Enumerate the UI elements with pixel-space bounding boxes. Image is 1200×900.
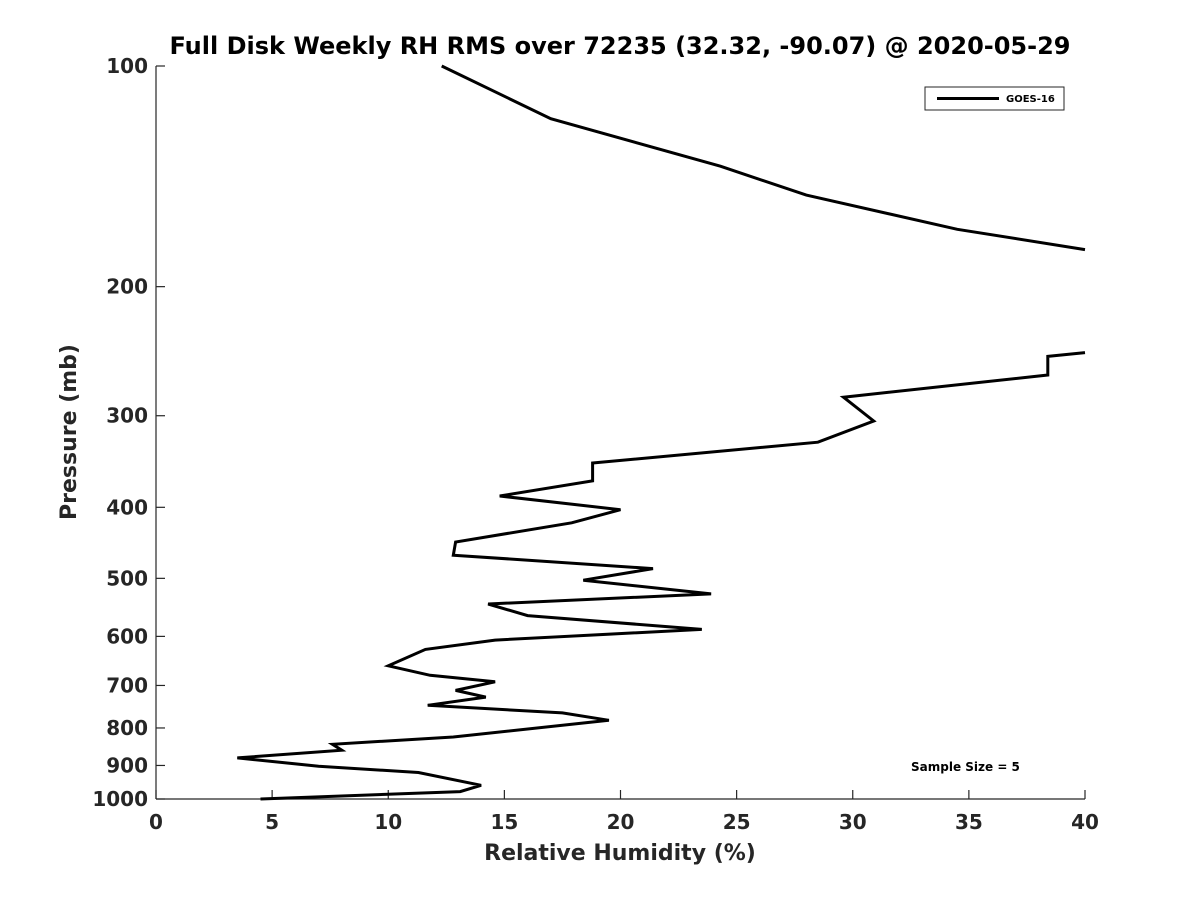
- y-tick-label: 700: [106, 673, 148, 697]
- y-tick-label: 1000: [92, 787, 148, 811]
- axes: [155, 66, 1085, 800]
- y-tick-label: 800: [106, 716, 148, 740]
- y-tick-label: 400: [106, 495, 148, 519]
- x-tick-label: 30: [839, 810, 867, 834]
- series-layer: [237, 64, 1086, 801]
- y-tick-label: 100: [106, 54, 148, 78]
- series-line-goes-16-segment-2: [237, 351, 1086, 801]
- x-tick-label: 0: [149, 810, 163, 834]
- x-tick-label: 25: [723, 810, 751, 834]
- x-tick-label: 10: [374, 810, 402, 834]
- y-tick-label: 900: [106, 753, 148, 777]
- x-tick-label: 20: [607, 810, 635, 834]
- legend[interactable]: GOES-16: [924, 86, 1065, 111]
- y-ticks: 100 200 300 400 500 600 700 800 900 1000: [92, 54, 165, 811]
- x-tick-label: 15: [490, 810, 518, 834]
- y-tick-label: 200: [106, 275, 148, 299]
- x-tick-label: 35: [955, 810, 983, 834]
- y-tick-label: 600: [106, 624, 148, 648]
- x-tick-label: 40: [1071, 810, 1099, 834]
- x-ticks: 0 5 10 15 20 25 30 35 40: [149, 790, 1099, 834]
- series-line-goes-16-segment-1: [441, 64, 1086, 252]
- y-tick-label: 300: [106, 404, 148, 428]
- x-axis-label: Relative Humidity (%): [484, 841, 756, 866]
- sample-size-annotation: Sample Size = 5: [911, 760, 1020, 774]
- y-axis-label: Pressure (mb): [57, 344, 82, 520]
- y-tick-label: 500: [106, 566, 148, 590]
- x-tick-label: 5: [265, 810, 279, 834]
- legend-label-goes-16: GOES-16: [1006, 94, 1055, 105]
- chart-title: Full Disk Weekly RH RMS over 72235 (32.3…: [169, 32, 1070, 60]
